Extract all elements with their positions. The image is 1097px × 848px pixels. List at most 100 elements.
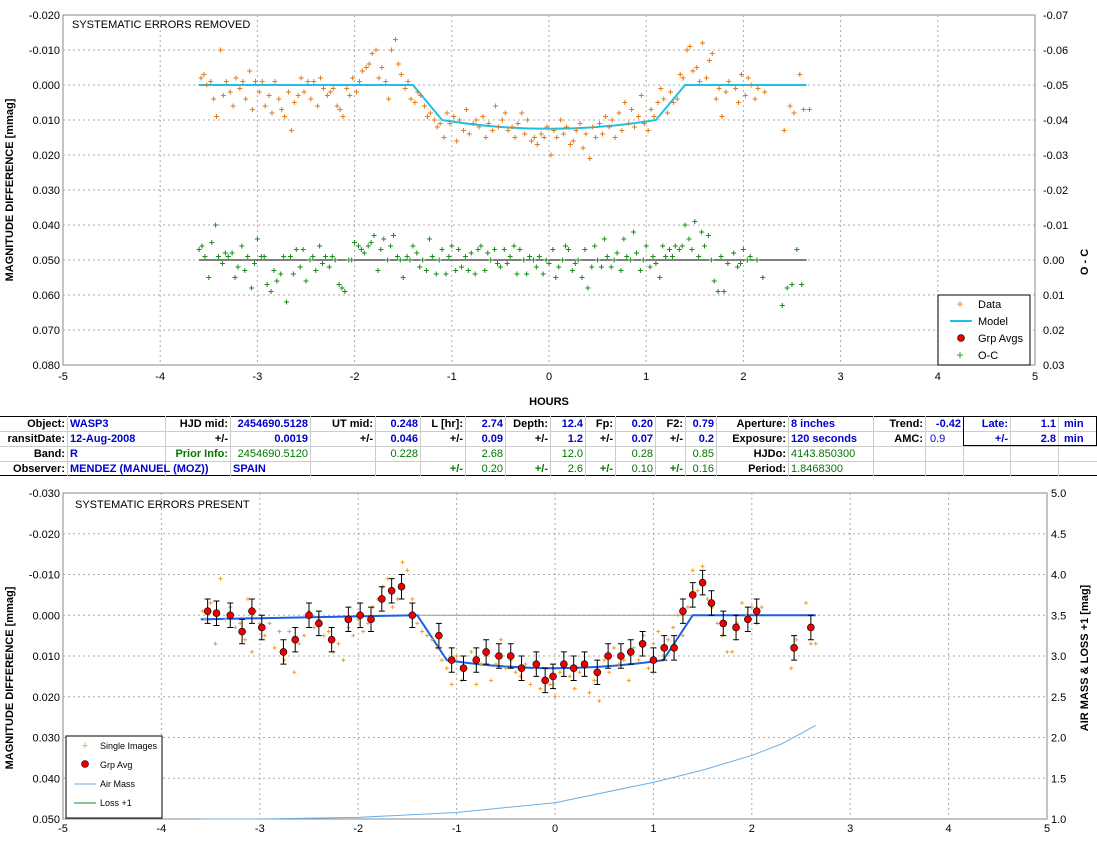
data-point	[519, 110, 525, 116]
oc-point	[278, 271, 284, 277]
y-tick-label: 0.050	[32, 814, 60, 826]
oc-point	[355, 243, 361, 249]
oc-point	[271, 268, 277, 273]
oc-point	[232, 275, 238, 280]
fp-label: Fp:	[595, 418, 613, 430]
single-image-point	[759, 605, 764, 610]
oc-point	[378, 247, 384, 252]
data-point	[726, 79, 732, 84]
late-pm: +/-	[994, 433, 1008, 445]
grp-avg-point	[257, 623, 266, 632]
data-point	[395, 61, 401, 67]
x-tick-label: 3	[847, 823, 853, 835]
data-point	[563, 124, 569, 130]
grid-lines	[63, 493, 1047, 819]
y-tick-label: 0.070	[32, 325, 60, 337]
oc-point	[540, 271, 546, 277]
single-image-point	[361, 629, 366, 634]
single-image-point	[577, 670, 582, 675]
x-tick-label: -2	[353, 823, 363, 835]
single-image-point	[789, 666, 794, 671]
y2-tick-label: 4.0	[1051, 570, 1066, 582]
data-point	[567, 142, 573, 147]
oc-point	[320, 261, 326, 266]
grp-avg-point	[670, 644, 678, 652]
oc-point	[322, 254, 328, 259]
data-point	[252, 79, 258, 84]
data-point	[493, 103, 499, 109]
y2-tick-label: -0.01	[1043, 220, 1068, 232]
data-point	[470, 121, 476, 126]
legend-label-grp: Grp Avg	[100, 760, 132, 770]
data-point	[441, 135, 447, 140]
x-tick-label: -2	[350, 371, 360, 383]
data-point	[337, 107, 343, 112]
x-tick-label: -1	[452, 823, 462, 835]
data-point	[476, 124, 482, 130]
data-point	[463, 107, 469, 112]
oc-point	[410, 243, 416, 249]
single-image-point	[203, 617, 208, 622]
oc-point	[219, 261, 225, 266]
data-point	[408, 96, 414, 102]
oc-point	[521, 257, 527, 263]
single-image-point	[405, 568, 410, 573]
data-point	[797, 72, 803, 77]
oc-point	[696, 254, 702, 259]
oc-point	[621, 236, 627, 242]
depth-value: 12.4	[561, 418, 583, 430]
oc-point	[614, 250, 620, 256]
legend-marker-grp	[957, 334, 965, 342]
y2-tick-label: -0.06	[1043, 45, 1068, 57]
x-tick-labels: -5 -4 -3 -2 -1 0 1 2 3 4 5	[58, 823, 1050, 835]
data-point	[593, 135, 599, 140]
data-point	[340, 114, 346, 119]
oc-point	[274, 278, 280, 284]
y-tick-label: -0.030	[29, 488, 60, 500]
oc-point	[494, 261, 500, 266]
y2-tick-label: 2.5	[1051, 692, 1066, 704]
single-image-point	[671, 625, 676, 630]
grp-avg-point	[344, 615, 353, 624]
oc-point	[368, 240, 374, 245]
oc-point	[737, 261, 743, 266]
oc-point	[478, 243, 484, 249]
data-point	[288, 128, 294, 133]
data-point	[674, 96, 680, 102]
prior-fp-err: 0.10	[631, 463, 653, 475]
oc-point	[381, 236, 387, 242]
chart-title: SYSTEMATIC ERRORS PRESENT	[75, 499, 250, 511]
x-tick-label: -4	[155, 371, 165, 383]
x-axis-label: HOURS	[529, 396, 569, 408]
data-point	[599, 131, 605, 137]
f2-err: 0.2	[698, 433, 714, 445]
oc-point	[245, 254, 251, 259]
single-image-point	[415, 621, 420, 626]
data-point	[616, 110, 622, 116]
data-point	[677, 72, 683, 77]
single-image-point	[218, 576, 223, 581]
oc-point	[375, 268, 381, 273]
oc-point	[604, 254, 610, 259]
y2-tick-label: 3.0	[1051, 651, 1066, 663]
data-point	[425, 114, 430, 119]
oc-point	[585, 285, 591, 291]
data-point	[389, 47, 395, 53]
y-tick-label: 0.060	[32, 290, 60, 302]
single-image-point	[311, 625, 316, 630]
single-image-point	[636, 658, 641, 663]
legend-label-grp: Grp Avgs	[978, 333, 1024, 345]
y2-axis-label: AIR MASS & LOSS +1 [mag]	[1079, 584, 1091, 731]
data-point	[602, 114, 608, 119]
oc-point	[711, 278, 717, 284]
data-point	[233, 75, 239, 81]
single-image-point	[725, 649, 730, 654]
data-point	[240, 79, 246, 84]
oc-point	[653, 261, 659, 266]
single-image-point	[794, 637, 799, 642]
data-point	[291, 100, 297, 105]
single-image-point	[439, 658, 444, 663]
data-point	[402, 86, 408, 91]
grp-avg-point	[506, 652, 515, 660]
oc-point	[718, 254, 724, 259]
